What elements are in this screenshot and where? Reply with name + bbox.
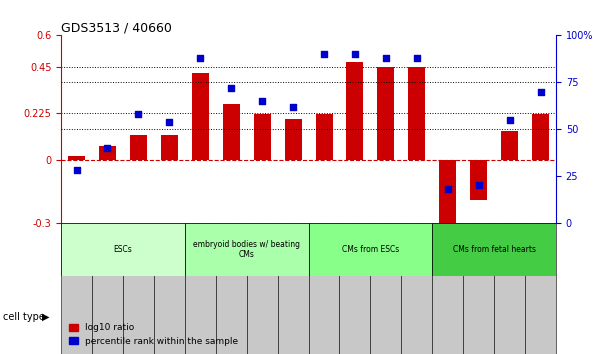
Point (474, 182, 483, 188)
Text: cell type: cell type (3, 312, 45, 322)
Bar (254, 114, 271, 160)
Text: GSM348001: GSM348001 (72, 224, 81, 271)
Bar (130, 135, 147, 160)
Point (257, 98, 267, 104)
Text: GSM348016: GSM348016 (536, 224, 545, 271)
Point (319, 51, 329, 57)
Point (196, 55, 205, 61)
Bar (277, 223, 309, 354)
Text: ▶: ▶ (42, 312, 49, 322)
Bar (470, 160, 487, 200)
Point (536, 89, 546, 95)
Text: GSM348005: GSM348005 (196, 224, 205, 271)
Point (164, 119, 174, 124)
Point (505, 117, 514, 122)
Point (443, 186, 453, 192)
Bar (378, 67, 394, 160)
Text: GSM348015: GSM348015 (505, 224, 514, 271)
Bar (439, 160, 456, 227)
Text: GSM348010: GSM348010 (351, 224, 359, 271)
Bar (494, 223, 525, 354)
Point (412, 55, 422, 61)
Text: GSM348007: GSM348007 (258, 224, 266, 271)
Text: GSM348004: GSM348004 (165, 224, 174, 271)
Text: GSM348013: GSM348013 (443, 224, 452, 271)
Text: GSM348006: GSM348006 (227, 224, 236, 271)
Point (103, 145, 112, 150)
Bar (532, 114, 549, 160)
Bar (154, 223, 185, 354)
Bar (216, 223, 247, 354)
Bar (68, 156, 85, 160)
Bar (433, 223, 463, 354)
Bar (92, 223, 123, 354)
Text: GSM348011: GSM348011 (381, 224, 390, 270)
Bar (185, 223, 216, 354)
Bar (501, 131, 518, 160)
Text: CMs from fetal hearts: CMs from fetal hearts (453, 245, 536, 254)
Text: GSM348009: GSM348009 (320, 224, 329, 271)
Bar (99, 145, 116, 160)
Legend: log10 ratio, percentile rank within the sample: log10 ratio, percentile rank within the … (65, 320, 242, 349)
FancyBboxPatch shape (61, 223, 185, 276)
Bar (309, 223, 340, 354)
Bar (346, 62, 364, 160)
Text: GSM348003: GSM348003 (134, 224, 143, 271)
Point (350, 51, 360, 57)
Text: GDS3513 / 40660: GDS3513 / 40660 (61, 21, 172, 34)
Bar (247, 223, 277, 354)
FancyBboxPatch shape (309, 223, 433, 276)
Bar (161, 135, 178, 160)
Text: GSM348008: GSM348008 (288, 224, 298, 271)
Bar (463, 223, 494, 354)
Point (71, 167, 81, 173)
Bar (401, 223, 433, 354)
Point (226, 85, 236, 91)
FancyBboxPatch shape (185, 223, 309, 276)
Point (134, 111, 144, 117)
Bar (315, 114, 332, 160)
FancyBboxPatch shape (433, 223, 556, 276)
Text: GSM348012: GSM348012 (412, 224, 422, 270)
Point (381, 55, 391, 61)
Bar (370, 223, 401, 354)
Bar (525, 223, 556, 354)
Bar (223, 104, 240, 160)
Bar (340, 223, 370, 354)
Point (288, 104, 298, 109)
Text: CMs from ESCs: CMs from ESCs (342, 245, 399, 254)
Text: ESCs: ESCs (114, 245, 133, 254)
Bar (408, 67, 425, 160)
Bar (123, 223, 154, 354)
Bar (285, 119, 302, 160)
Text: embryoid bodies w/ beating
CMs: embryoid bodies w/ beating CMs (193, 240, 300, 259)
Bar (61, 223, 92, 354)
Bar (192, 73, 209, 160)
Text: GSM348002: GSM348002 (103, 224, 112, 271)
Text: GSM348014: GSM348014 (474, 224, 483, 271)
